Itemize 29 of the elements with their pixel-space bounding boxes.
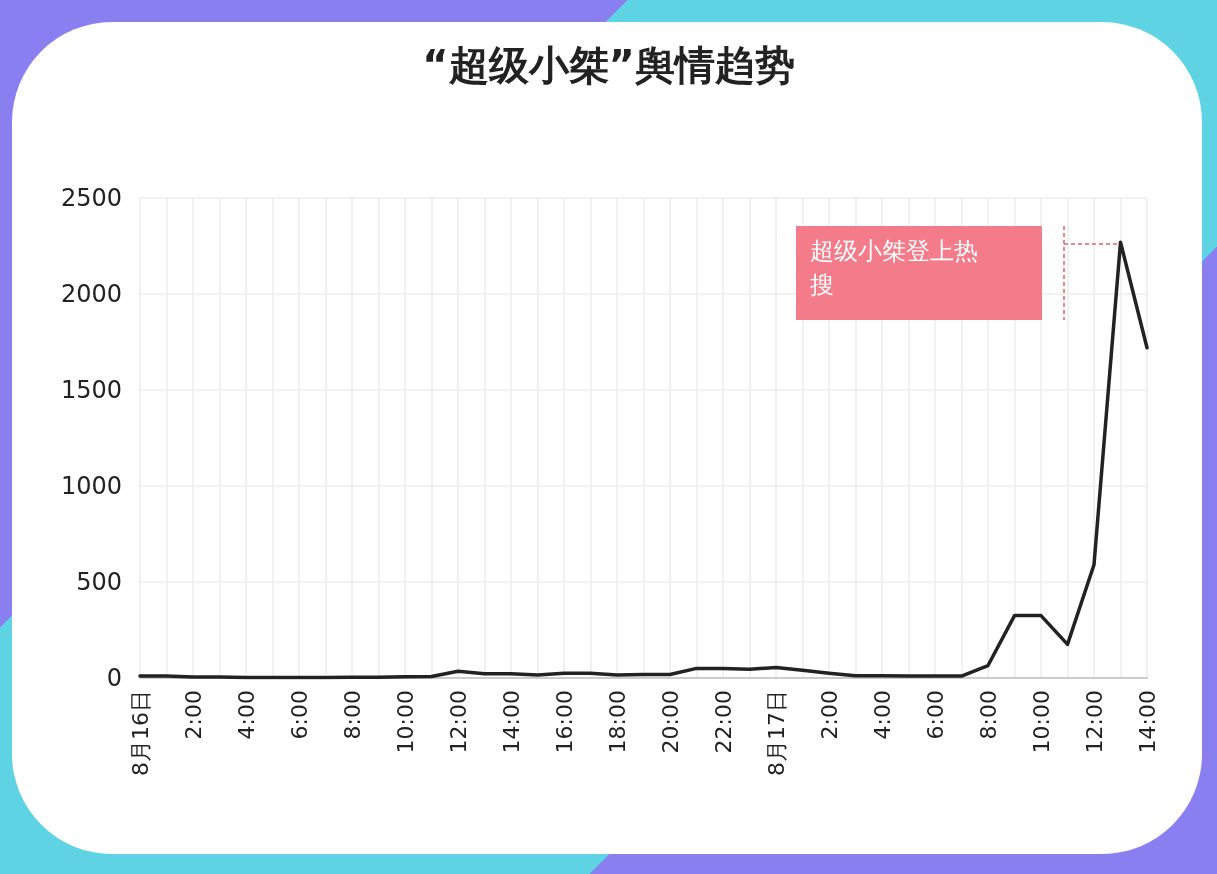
x-tick-label: 8:00: [975, 690, 1001, 740]
x-tick-label: 14:00: [1134, 690, 1160, 754]
x-tick-label: 4:00: [233, 690, 259, 740]
x-tick-label: 20:00: [657, 690, 683, 754]
y-tick-label: 0: [106, 664, 122, 692]
y-tick-label: 1000: [60, 472, 122, 500]
x-tick-label: 6:00: [922, 690, 948, 740]
x-tick-label: 4:00: [869, 690, 895, 740]
x-tick-label: 22:00: [710, 690, 736, 754]
y-tick-label: 2000: [60, 280, 122, 308]
x-tick-label: 12:00: [445, 690, 471, 754]
x-tick-label: 8月17日: [763, 690, 789, 776]
x-tick-label: 2:00: [816, 690, 842, 740]
x-tick-label: 8:00: [339, 690, 365, 740]
x-tick-label: 14:00: [498, 690, 524, 754]
callout-box: 超级小桀登上热搜: [796, 226, 1042, 320]
x-tick-label: 10:00: [1028, 690, 1054, 754]
x-tick-label: 12:00: [1081, 690, 1107, 754]
x-tick-label: 18:00: [604, 690, 630, 754]
x-tick-label: 10:00: [392, 690, 418, 754]
x-tick-label: 8月16日: [127, 690, 153, 776]
chart-title: “超级小桀”舆情趋势: [422, 42, 795, 88]
line-series: [138, 240, 1149, 680]
x-tick-label: 16:00: [551, 690, 577, 754]
y-tick-label: 1500: [60, 376, 122, 404]
y-tick-label: 500: [76, 568, 122, 596]
x-tick-label: 6:00: [286, 690, 312, 740]
y-tick-label: 2500: [60, 184, 122, 212]
x-tick-label: 2:00: [180, 690, 206, 740]
